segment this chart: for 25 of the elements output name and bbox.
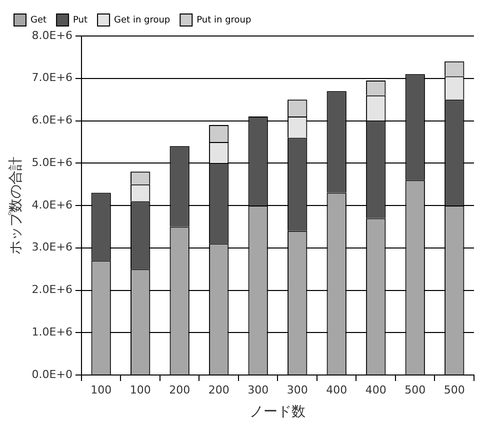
- x-tick-label: 100: [130, 383, 151, 396]
- y-tick-label: 5.0E+6: [32, 156, 72, 169]
- y-tick-label: 3.0E+6: [32, 240, 72, 254]
- y-tick-label: 7.0E+6: [32, 71, 72, 84]
- legend-label: Get in group: [114, 15, 170, 26]
- y-tick-label: 0.0E+0: [32, 368, 72, 381]
- x-tick-label: 200: [208, 383, 230, 396]
- y-axis-title: ホップ数の合計: [8, 156, 24, 254]
- legend-label: Get: [30, 15, 48, 26]
- legend-label: Put in group: [196, 15, 252, 26]
- x-tick-label: 200: [169, 383, 190, 396]
- y-tick-label: 2.0E+6: [32, 283, 72, 296]
- x-tick-label: 400: [365, 383, 386, 396]
- legend-label: Put: [73, 15, 88, 26]
- y-tick-label: 1.0E+6: [32, 325, 72, 338]
- y-tick-label: 8.0E+6: [32, 28, 72, 42]
- y-tick-label: 4.0E+6: [32, 198, 72, 212]
- x-axis-title: ノード数: [250, 404, 306, 420]
- x-tick-label: 300: [248, 383, 269, 396]
- x-tick-label: 500: [444, 383, 465, 396]
- y-tick-label: 6.0E+6: [32, 114, 72, 127]
- x-tick-label: 100: [90, 383, 112, 396]
- x-tick-label: 500: [404, 383, 426, 396]
- x-tick-label: 300: [286, 383, 308, 396]
- x-tick-label: 400: [326, 383, 348, 396]
